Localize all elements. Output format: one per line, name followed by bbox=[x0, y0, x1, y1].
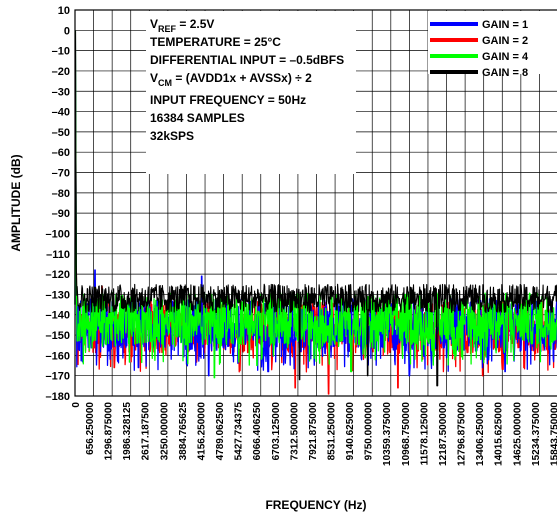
x-tick-label: 6703.125000 bbox=[271, 402, 282, 461]
y-tick-label: –20 bbox=[52, 66, 70, 78]
x-tick-label: 7921.875000 bbox=[308, 402, 319, 461]
x-tick-label: 0 bbox=[71, 402, 82, 408]
x-tick-label: 4156.250000 bbox=[196, 402, 207, 461]
annotation-temperature: TEMPERATURE = 25°C bbox=[150, 35, 281, 49]
x-tick-label: 3884.765625 bbox=[178, 402, 189, 461]
legend-label-gain-2: GAIN = 2 bbox=[482, 35, 528, 47]
annotation-samples: 16384 SAMPLES bbox=[150, 111, 245, 125]
y-tick-label: 0 bbox=[64, 25, 70, 37]
x-tick-label: 4789.062500 bbox=[215, 402, 226, 461]
y-tick-labels: 10 0 –10 –20 –30 –40 –50 –60 –70 –80 –90 –100 –110 –1… bbox=[46, 5, 70, 403]
y-tick-label: –140 bbox=[46, 310, 70, 322]
x-tick-label: 8531.250000 bbox=[327, 402, 338, 461]
x-tick-label: 656.250000 bbox=[85, 402, 96, 455]
y-tick-label: –70 bbox=[52, 168, 70, 180]
y-tick-label: –30 bbox=[52, 86, 70, 98]
y-tick-label: –110 bbox=[46, 249, 70, 261]
x-tick-label: 12796.875000 bbox=[457, 402, 468, 466]
x-tick-label: 13406.250000 bbox=[475, 402, 486, 466]
annotation-vref: VREF = 2.5V bbox=[150, 17, 214, 34]
x-tick-label: 15843.750000 bbox=[549, 402, 557, 466]
y-tick-label: –60 bbox=[52, 147, 70, 159]
legend-background bbox=[428, 11, 557, 74]
x-tick-label: 10968.750000 bbox=[401, 402, 412, 466]
x-tick-label: 3250.000000 bbox=[159, 402, 170, 461]
x-tick-label: 11578.125000 bbox=[419, 402, 430, 466]
y-tick-label: –40 bbox=[52, 107, 70, 119]
annotation-rate: 32kSPS bbox=[150, 129, 194, 143]
y-tick-label: –180 bbox=[46, 391, 70, 403]
x-tick-label: 2617.187500 bbox=[141, 402, 152, 461]
legend: GAIN = 1 GAIN = 2 GAIN = 4 GAIN = 8 bbox=[428, 11, 557, 79]
plot-frame bbox=[74, 9, 557, 397]
x-tick-label: 15234.375000 bbox=[531, 402, 542, 466]
y-tick-label: –10 bbox=[52, 46, 70, 58]
series-line-gain-8 bbox=[74, 30, 557, 387]
x-tick-label: 12187.500000 bbox=[438, 402, 449, 466]
annotation-background bbox=[146, 11, 356, 174]
y-tick-label: –130 bbox=[46, 289, 70, 301]
y-tick-label: –80 bbox=[52, 188, 70, 200]
x-tick-label: 9140.625000 bbox=[345, 402, 356, 461]
y-tick-label: –90 bbox=[52, 208, 70, 220]
series-line-gain-4 bbox=[74, 30, 557, 379]
annotation-input-frequency: INPUT FREQUENCY = 50Hz bbox=[150, 93, 306, 107]
y-tick-label: –170 bbox=[46, 371, 70, 383]
y-tick-label: –120 bbox=[46, 269, 70, 281]
y-tick-label: –50 bbox=[52, 127, 70, 139]
legend-label-gain-1: GAIN = 1 bbox=[482, 19, 528, 31]
annotation-vcm: VCM = (AVDD1x + AVSSx) ÷ 2 bbox=[150, 71, 312, 88]
series-layer bbox=[74, 30, 557, 395]
legend-label-gain-8: GAIN = 8 bbox=[482, 67, 528, 79]
annotation-block: VREF = 2.5V TEMPERATURE = 25°C DIFFERENT… bbox=[146, 11, 356, 174]
legend-label-gain-4: GAIN = 4 bbox=[482, 51, 529, 63]
annotation-differential: DIFFERENTIAL INPUT = –0.5dBFS bbox=[150, 53, 344, 67]
x-tick-label: 1296.875000 bbox=[104, 402, 115, 461]
y-tick-label: –150 bbox=[46, 330, 70, 342]
x-tick-label: 14625.000000 bbox=[512, 402, 523, 466]
x-tick-label: 1986.328125 bbox=[122, 402, 133, 461]
y-tick-label: –100 bbox=[46, 228, 70, 240]
x-tick-labels: 0 656.250000 1296.875000 1986.328125 2617.18… bbox=[71, 402, 557, 466]
y-axis-title: AMPLITUDE (dB) bbox=[9, 154, 23, 251]
x-tick-label: 9750.000000 bbox=[364, 402, 375, 461]
x-tick-label: 14015.625000 bbox=[494, 402, 505, 466]
y-tick-label: –160 bbox=[46, 350, 70, 362]
x-tick-label: 7312.500000 bbox=[289, 402, 300, 461]
x-tick-label: 5427.734375 bbox=[234, 402, 245, 461]
x-tick-label: 6066.406250 bbox=[252, 402, 263, 461]
y-tick-label: 10 bbox=[58, 5, 70, 17]
x-axis-title: FREQUENCY (Hz) bbox=[265, 498, 366, 512]
x-tick-label: 10359.375000 bbox=[382, 402, 393, 466]
